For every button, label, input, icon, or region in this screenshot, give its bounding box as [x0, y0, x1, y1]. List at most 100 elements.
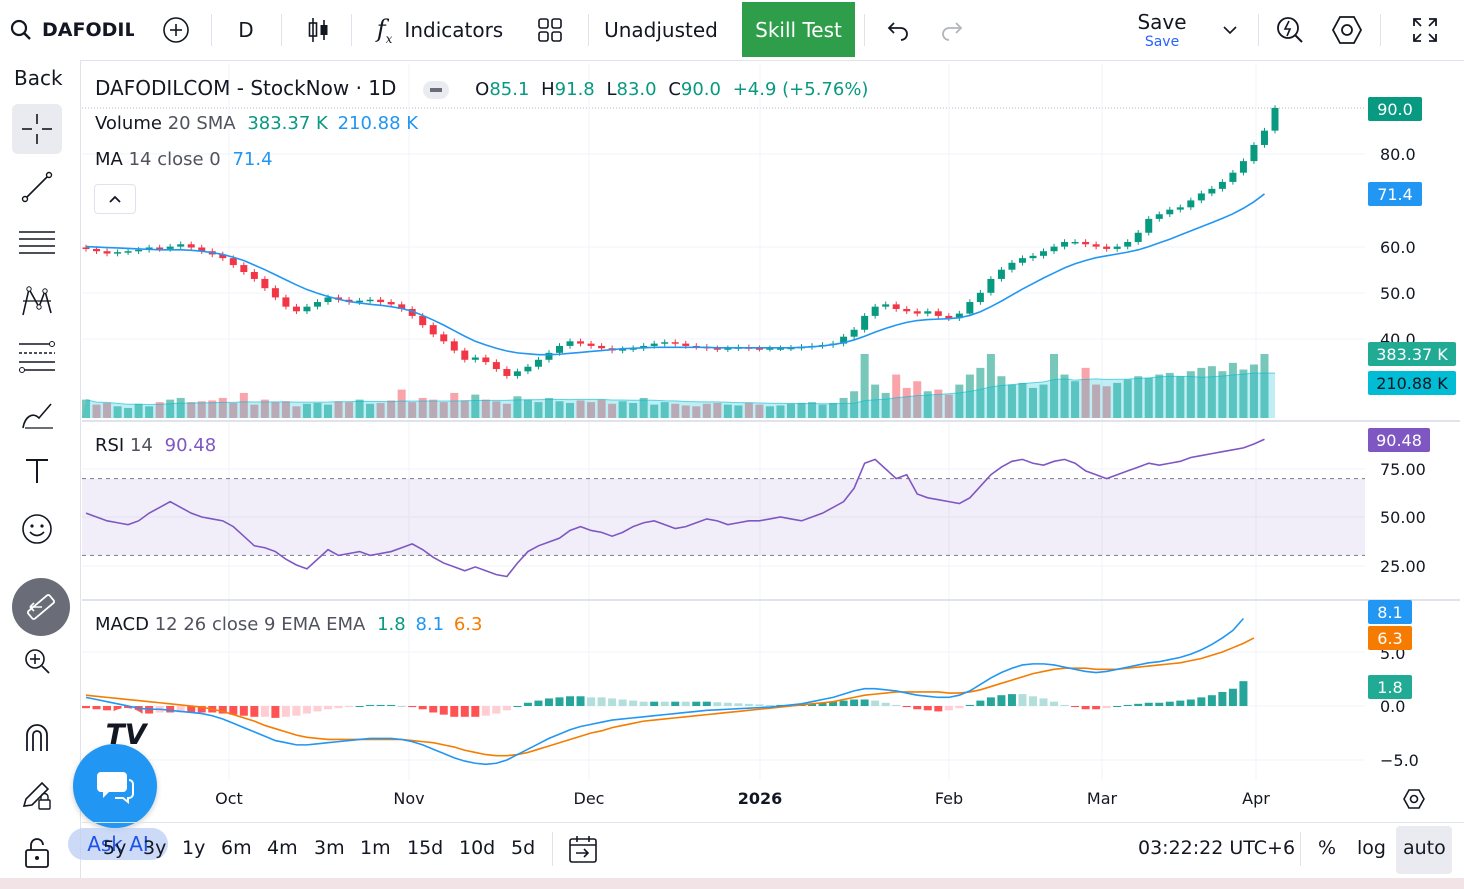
crosshair-tool[interactable]	[12, 104, 62, 154]
adjustment-button[interactable]: Unadjusted	[604, 18, 718, 42]
range-5y[interactable]: 5y	[103, 837, 127, 859]
rsi-tag: 90.48	[1368, 428, 1430, 452]
auto-toggle[interactable]: auto	[1403, 837, 1446, 859]
range-6m[interactable]: 6m	[221, 837, 252, 859]
volume-bar	[871, 384, 880, 418]
macd-histogram-bar	[808, 703, 817, 706]
volume-label: Volume	[95, 113, 162, 134]
macd-line-tag: 8.1	[1368, 600, 1412, 624]
pattern-tool[interactable]	[12, 276, 62, 326]
macd-histogram-bar	[1050, 701, 1059, 706]
range-5d[interactable]: 5d	[511, 837, 536, 859]
volume-bar	[439, 402, 448, 418]
price-tick: 80.0	[1380, 145, 1416, 164]
candle-body	[882, 304, 890, 307]
symbol-search[interactable]: DAFODILCOM	[8, 0, 136, 60]
candle-body	[524, 366, 532, 372]
volume-bar	[502, 403, 511, 418]
redo-button[interactable]	[932, 0, 972, 60]
macd-histogram-bar	[387, 704, 396, 706]
lock-tool[interactable]	[12, 828, 62, 878]
symbol-name: DAFODILCOM	[42, 19, 134, 41]
chevron-up-icon	[109, 195, 121, 203]
ask-ai-label[interactable]: Ask AI	[68, 828, 168, 860]
compare-symbol-button[interactable]	[156, 0, 196, 60]
calendar-arrow-icon	[569, 836, 597, 863]
macd-histogram-bar	[1186, 699, 1195, 706]
legend-toggle-icon[interactable]	[422, 80, 449, 99]
save-menu-button[interactable]	[1214, 0, 1246, 60]
pane-separator[interactable]	[82, 599, 1460, 601]
axis-settings-button[interactable]	[1402, 788, 1426, 814]
volume-bar	[892, 374, 901, 418]
candle-body	[135, 249, 143, 252]
macd-tick: −5.0	[1380, 751, 1419, 770]
volume-bar	[671, 403, 680, 418]
emoji-tool[interactable]	[12, 504, 62, 554]
interval-button[interactable]: D	[238, 18, 254, 42]
time-tick: Dec	[573, 789, 605, 808]
macd-histogram-bar	[1165, 701, 1174, 706]
candle-body	[156, 247, 164, 250]
range-1m[interactable]: 1m	[360, 837, 391, 859]
skill-test-button[interactable]: Skill Test	[742, 2, 855, 57]
save-button[interactable]: Save	[1137, 10, 1187, 34]
macd-tick: 0.0	[1380, 697, 1406, 716]
indicators-button[interactable]: fx Indicators	[370, 0, 510, 60]
volume-sma-value: 210.88 K	[337, 113, 419, 134]
volume-bar	[881, 392, 890, 418]
candle-body	[513, 371, 521, 376]
goto-date-button[interactable]	[568, 834, 600, 868]
brush-tool[interactable]	[12, 390, 62, 440]
candle-body	[187, 244, 195, 248]
zoom-tool[interactable]	[12, 636, 62, 686]
volume-bar	[1165, 372, 1174, 418]
candle-body	[492, 362, 500, 370]
lines-tool[interactable]	[12, 218, 62, 268]
volume-bar	[155, 402, 164, 418]
ask-ai-button[interactable]	[73, 744, 157, 828]
macd-histogram-bar	[397, 706, 406, 707]
text-tool[interactable]	[12, 446, 62, 496]
range-3y[interactable]: 3y	[143, 837, 167, 859]
settings-button[interactable]	[1328, 0, 1366, 60]
macd-histogram-bar	[1155, 702, 1164, 706]
layouts-button[interactable]	[530, 0, 570, 60]
ma-value: 71.4	[232, 149, 273, 170]
range-10d[interactable]: 10d	[459, 837, 496, 859]
candle-body	[997, 269, 1005, 279]
candle-body	[177, 244, 185, 247]
collapse-legend-button[interactable]	[94, 184, 136, 214]
macd-histogram-bar	[1007, 694, 1016, 706]
undo-button[interactable]	[878, 0, 918, 60]
macd-histogram-bar	[502, 706, 511, 711]
pane-separator[interactable]	[82, 420, 1460, 422]
macd-histogram-bar	[639, 701, 648, 706]
fullscreen-button[interactable]	[1404, 0, 1446, 60]
trend-line-tool[interactable]	[12, 162, 62, 212]
candle-body	[650, 343, 658, 346]
candle-body	[619, 349, 627, 351]
chart-type-button[interactable]	[298, 0, 338, 60]
log-toggle[interactable]: log	[1357, 837, 1386, 859]
macd-histogram-bar	[460, 706, 469, 717]
volume-bar	[576, 400, 585, 418]
range-15d[interactable]: 15d	[407, 837, 444, 859]
quick-search-button[interactable]	[1272, 0, 1308, 60]
fib-tool[interactable]	[12, 332, 62, 382]
candle-body	[166, 246, 174, 249]
macd-signal-value: 6.3	[453, 614, 483, 635]
range-4m[interactable]: 4m	[267, 837, 298, 859]
range-3m[interactable]: 3m	[314, 837, 345, 859]
measure-tool[interactable]	[12, 578, 70, 636]
candle-body	[1008, 262, 1016, 270]
magnet-tool[interactable]	[12, 712, 62, 762]
range-1y[interactable]: 1y	[182, 837, 206, 859]
candle-body	[1113, 246, 1121, 249]
percent-toggle[interactable]: %	[1318, 837, 1337, 859]
back-button[interactable]: Back	[14, 66, 63, 90]
clock-timezone[interactable]: 03:22:22 UTC+6	[1138, 837, 1296, 859]
draw-lock-tool[interactable]	[12, 770, 62, 820]
ma-label: MA	[95, 149, 123, 170]
